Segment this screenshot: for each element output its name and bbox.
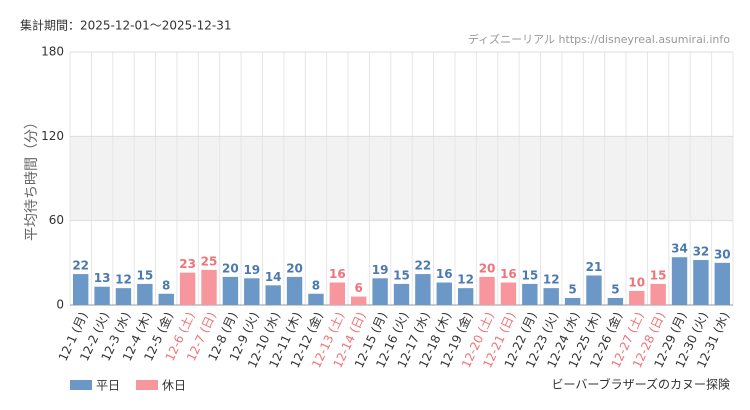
shaded-band: [70, 136, 733, 221]
value-label: 19: [372, 263, 389, 277]
bar: [265, 285, 281, 305]
bar: [244, 278, 260, 305]
value-label: 15: [137, 268, 154, 282]
y-tick-label: 0: [56, 298, 64, 312]
value-label: 12: [457, 273, 474, 287]
value-label: 21: [586, 260, 603, 274]
value-label: 8: [162, 278, 170, 292]
value-label: 19: [243, 263, 260, 277]
value-label: 22: [415, 259, 432, 273]
bar: [693, 260, 709, 305]
bar: [479, 276, 495, 305]
legend-label: 休日: [162, 379, 186, 393]
bar: [586, 275, 602, 305]
bar: [286, 276, 303, 305]
bar: [137, 283, 153, 305]
value-label: 12: [543, 273, 560, 287]
value-label: 6: [355, 281, 363, 295]
value-label: 34: [671, 242, 688, 256]
value-label: 5: [611, 282, 619, 296]
value-label: 16: [436, 267, 453, 281]
value-label: 12: [115, 273, 132, 287]
bar: [671, 257, 688, 305]
bar: [457, 288, 474, 305]
value-label: 22: [72, 259, 89, 273]
value-label: 14: [265, 270, 282, 284]
bar: [436, 282, 452, 305]
caption: ビーバーブラザーズのカヌー探険: [551, 377, 730, 392]
bar: [629, 290, 645, 305]
value-label: 15: [393, 268, 410, 282]
bar: [222, 276, 239, 305]
bar: [650, 283, 666, 305]
bar: [179, 272, 196, 305]
bar: [372, 278, 388, 305]
bar: [415, 274, 431, 305]
value-label: 32: [693, 245, 710, 259]
bar: [564, 297, 581, 305]
bar: [72, 274, 89, 305]
value-label: 16: [329, 267, 346, 281]
value-label: 30: [714, 247, 731, 261]
value-label: 8: [312, 278, 320, 292]
bar: [393, 283, 410, 305]
value-label: 15: [650, 268, 667, 282]
value-label: 10: [628, 275, 645, 289]
y-tick-label: 120: [41, 129, 64, 143]
bar: [543, 288, 559, 305]
value-label: 23: [179, 257, 196, 271]
bar: [607, 297, 624, 305]
legend-swatch: [136, 380, 158, 390]
bar: [329, 282, 346, 305]
chart-title: 集計期間：2025-12-01～2025-12-31: [20, 18, 231, 33]
bar: [201, 269, 217, 305]
value-label: 20: [286, 261, 303, 275]
value-label: 15: [521, 268, 538, 282]
legend-swatch: [70, 380, 92, 390]
value-label: 25: [201, 254, 218, 268]
y-axis-label: 平均待ち時間（分）: [24, 115, 40, 241]
value-label: 5: [568, 282, 576, 296]
source: ディズニーリアル https://disneyreal.asumirai.inf…: [468, 32, 730, 46]
value-label: 13: [94, 271, 111, 285]
value-label: 16: [500, 267, 517, 281]
value-label: 20: [479, 261, 496, 275]
bar: [500, 282, 517, 305]
y-tick-label: 180: [41, 45, 64, 59]
bar: [522, 283, 538, 305]
bar: [158, 293, 174, 305]
value-label: 20: [222, 261, 239, 275]
bar: [94, 286, 110, 305]
bar: [115, 288, 132, 305]
legend-label: 平日: [96, 379, 120, 393]
bar: [351, 296, 367, 305]
bar: [308, 293, 324, 305]
y-tick-label: 60: [49, 213, 64, 227]
bar: [714, 262, 731, 305]
